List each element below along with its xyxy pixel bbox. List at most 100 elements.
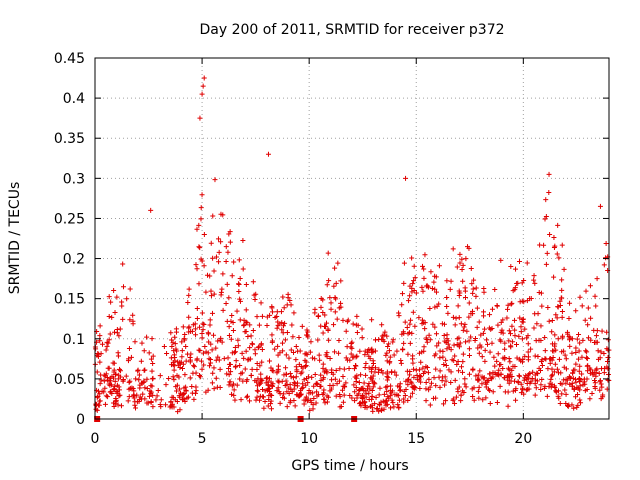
data-point bbox=[473, 373, 479, 379]
data-point bbox=[511, 378, 517, 384]
data-point bbox=[426, 376, 432, 382]
data-point bbox=[534, 321, 540, 327]
data-point bbox=[388, 390, 394, 396]
data-point bbox=[180, 397, 186, 403]
data-point bbox=[536, 290, 542, 296]
data-point bbox=[280, 340, 286, 346]
data-point bbox=[584, 376, 590, 382]
data-point bbox=[235, 337, 241, 343]
data-point bbox=[552, 385, 558, 391]
data-point bbox=[196, 281, 202, 287]
data-point bbox=[226, 332, 232, 338]
data-point bbox=[466, 338, 472, 344]
data-point bbox=[471, 397, 477, 403]
data-point bbox=[374, 406, 380, 412]
data-point bbox=[470, 394, 476, 400]
data-point bbox=[595, 356, 601, 362]
data-point bbox=[403, 175, 409, 181]
data-point bbox=[516, 258, 522, 264]
data-point bbox=[229, 312, 235, 318]
data-point bbox=[384, 374, 390, 380]
data-point bbox=[179, 354, 185, 360]
data-point bbox=[579, 371, 585, 377]
data-point bbox=[100, 341, 106, 347]
data-point bbox=[444, 303, 450, 309]
data-point bbox=[97, 391, 103, 397]
data-point bbox=[427, 384, 433, 390]
data-point bbox=[229, 391, 235, 397]
data-point bbox=[140, 391, 146, 397]
data-point bbox=[510, 363, 516, 369]
data-point bbox=[139, 396, 145, 402]
data-point bbox=[112, 309, 118, 315]
data-point bbox=[411, 278, 417, 284]
data-point bbox=[316, 352, 322, 358]
data-point bbox=[168, 355, 174, 361]
data-point bbox=[232, 345, 238, 351]
data-point bbox=[259, 313, 265, 319]
data-point bbox=[377, 385, 383, 391]
data-point bbox=[362, 399, 368, 405]
data-point bbox=[345, 317, 351, 323]
data-point bbox=[284, 330, 290, 336]
data-point bbox=[432, 353, 438, 359]
data-point bbox=[562, 352, 568, 358]
data-point bbox=[409, 380, 415, 386]
data-point bbox=[329, 377, 335, 383]
data-point bbox=[323, 324, 329, 330]
data-point bbox=[441, 401, 447, 407]
data-point bbox=[243, 319, 249, 325]
data-point bbox=[479, 381, 485, 387]
data-point bbox=[508, 301, 514, 307]
data-point bbox=[150, 360, 156, 366]
data-point bbox=[469, 308, 475, 314]
data-point bbox=[170, 340, 176, 346]
data-point bbox=[401, 396, 407, 402]
data-point bbox=[288, 302, 294, 308]
data-point bbox=[208, 240, 214, 246]
data-point bbox=[390, 400, 396, 406]
data-point bbox=[421, 275, 427, 281]
data-point bbox=[369, 394, 375, 400]
data-point bbox=[166, 376, 172, 382]
data-point bbox=[254, 360, 260, 366]
data-point bbox=[178, 359, 184, 365]
data-point bbox=[352, 389, 358, 395]
data-point bbox=[144, 334, 150, 340]
data-point bbox=[226, 372, 232, 378]
data-point bbox=[482, 326, 488, 332]
data-point bbox=[277, 391, 283, 397]
data-point bbox=[539, 376, 545, 382]
data-point bbox=[504, 306, 510, 312]
data-point bbox=[186, 292, 192, 298]
data-point bbox=[395, 402, 401, 408]
data-point bbox=[364, 350, 370, 356]
data-point bbox=[549, 317, 555, 323]
data-point bbox=[593, 333, 599, 339]
data-point bbox=[509, 323, 515, 329]
data-point bbox=[268, 406, 274, 412]
data-point bbox=[330, 382, 336, 388]
data-point bbox=[557, 400, 563, 406]
data-point bbox=[460, 388, 466, 394]
data-point bbox=[553, 388, 559, 394]
data-point bbox=[282, 337, 288, 343]
data-point bbox=[285, 295, 291, 301]
data-point bbox=[233, 363, 239, 369]
data-point bbox=[556, 370, 561, 376]
data-point bbox=[264, 322, 270, 328]
data-point bbox=[276, 379, 282, 385]
data-point bbox=[539, 303, 545, 309]
data-point bbox=[340, 317, 346, 323]
data-point bbox=[557, 302, 563, 308]
data-point bbox=[283, 378, 289, 384]
data-point bbox=[563, 391, 569, 397]
data-point bbox=[383, 352, 389, 358]
data-point bbox=[478, 344, 484, 350]
data-point bbox=[465, 244, 471, 250]
data-point bbox=[531, 277, 537, 283]
data-point bbox=[559, 391, 565, 397]
data-point bbox=[267, 358, 273, 364]
data-point bbox=[575, 356, 581, 362]
data-point bbox=[144, 386, 150, 392]
